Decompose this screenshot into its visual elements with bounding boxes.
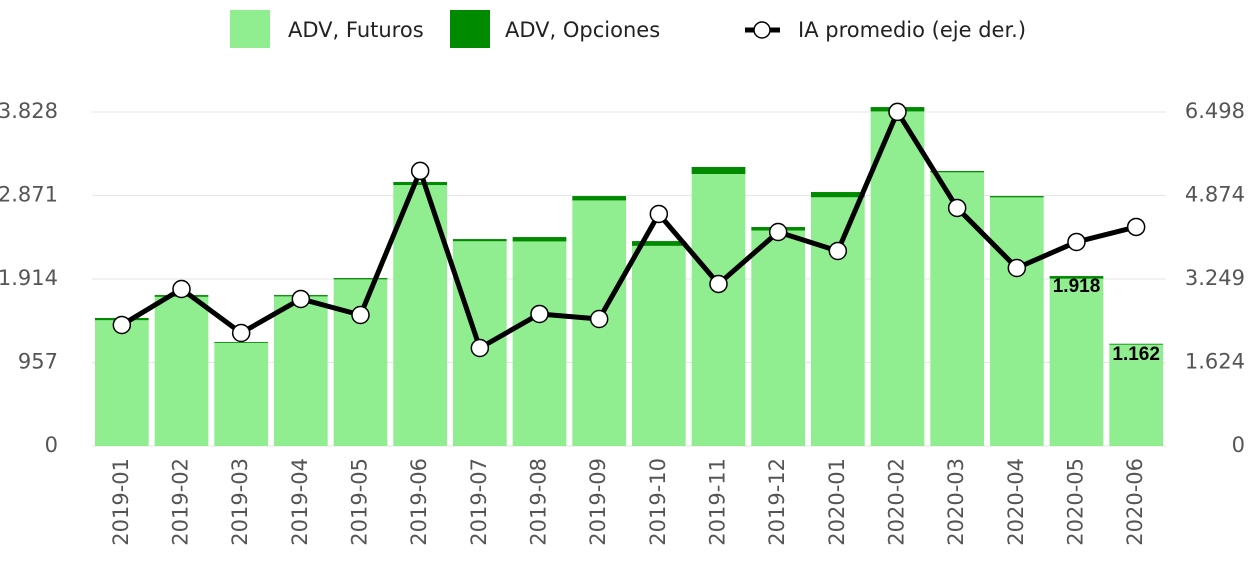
bar — [214, 342, 269, 343]
line-marker — [291, 289, 311, 309]
legend-swatch — [230, 10, 270, 48]
bar — [631, 245, 686, 446]
x-tick-label: 2019-01 — [109, 458, 133, 546]
bar — [214, 342, 269, 446]
y2-tick-label: 0 — [1232, 433, 1245, 457]
bar — [94, 320, 149, 446]
bar — [930, 172, 985, 446]
line-marker — [172, 279, 191, 299]
bar — [333, 279, 388, 446]
value-label: 1.162 — [1112, 344, 1160, 365]
bar — [1049, 278, 1104, 446]
y2-tick-label: 1.624 — [1185, 350, 1245, 374]
line-marker — [530, 304, 549, 324]
y-tick-label: 957 — [18, 350, 58, 374]
x-tick-label: 2019-08 — [527, 458, 551, 546]
x-tick-label: 2020-03 — [944, 458, 968, 546]
bar — [631, 241, 686, 246]
y2-tick-label: 6.498 — [1185, 99, 1245, 123]
bar — [512, 237, 567, 242]
y2-tick-label: 4.874 — [1185, 183, 1245, 207]
x-tick-label: 2019-07 — [467, 458, 491, 546]
bar — [810, 197, 865, 446]
bar — [691, 173, 746, 446]
x-tick-label: 2019-05 — [348, 458, 372, 546]
legend-marker — [753, 21, 771, 39]
line-marker — [947, 198, 967, 218]
x-tick-label: 2019-03 — [228, 458, 252, 546]
bar — [393, 182, 448, 186]
x-tick-label: 2019-04 — [288, 458, 312, 546]
bar — [1109, 344, 1164, 446]
x-tick-label: 2020-05 — [1064, 458, 1088, 546]
bar — [870, 111, 925, 447]
bar — [810, 192, 865, 198]
line-marker — [709, 274, 728, 294]
legend-label: IA promedio (eje der.) — [798, 18, 1026, 42]
bar — [751, 230, 806, 446]
bar — [989, 197, 1044, 446]
bar — [1049, 276, 1104, 279]
line-marker — [112, 315, 132, 335]
x-tick-label: 2019-12 — [765, 458, 789, 546]
line-marker — [1007, 258, 1027, 278]
x-tick-label: 2019-02 — [169, 458, 193, 546]
x-tick-label: 2019-09 — [586, 458, 610, 546]
legend-label: ADV, Opciones — [505, 18, 660, 42]
value-label: 1.918 — [1053, 276, 1101, 297]
y-tick-label: 3.828 — [0, 99, 58, 123]
bar — [333, 278, 388, 280]
line-marker — [589, 309, 609, 329]
bar — [154, 296, 209, 446]
line-marker — [768, 222, 788, 242]
x-tick-label: 2020-01 — [825, 458, 849, 546]
x-tick-label: 2020-02 — [885, 458, 909, 546]
bar — [930, 171, 985, 173]
x-tick-label: 2019-11 — [706, 458, 730, 546]
x-tick-label: 2019-10 — [646, 458, 670, 546]
line-marker — [351, 305, 370, 325]
bar — [512, 241, 567, 446]
x-tick-label: 2020-06 — [1123, 458, 1147, 546]
line-marker — [1067, 232, 1086, 252]
bar — [989, 196, 1044, 198]
line-marker — [1126, 217, 1146, 237]
line-marker — [410, 161, 430, 181]
line-marker — [828, 241, 848, 261]
line — [120, 109, 1137, 351]
bar — [273, 296, 328, 446]
line-marker — [231, 323, 251, 343]
bar — [452, 239, 507, 242]
y2-tick-label: 3.249 — [1185, 266, 1245, 290]
bar — [572, 196, 627, 201]
line-marker — [649, 204, 669, 224]
legend-label: ADV, Futuros — [288, 18, 424, 42]
y-tick-label: 1.914 — [0, 266, 58, 290]
y-tick-label: 0 — [45, 433, 58, 457]
line-marker — [470, 338, 490, 358]
bar — [691, 167, 746, 174]
bar — [1109, 343, 1164, 345]
y-tick-label: 2.871 — [0, 183, 58, 207]
x-tick-label: 2020-04 — [1004, 458, 1028, 546]
line-marker — [888, 102, 907, 122]
x-tick-label: 2019-06 — [407, 458, 431, 546]
legend-swatch — [450, 10, 490, 48]
